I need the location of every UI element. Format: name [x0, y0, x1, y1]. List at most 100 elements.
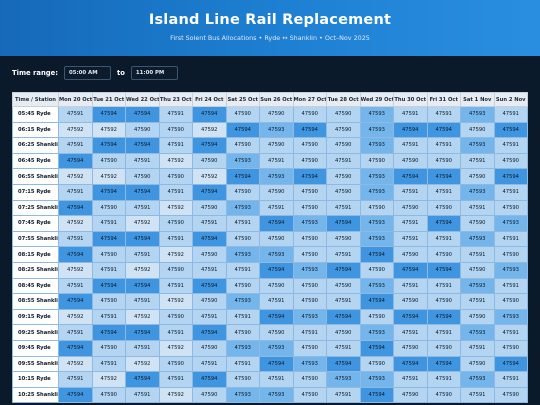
bus-allocation-cell[interactable]: 47590: [192, 386, 227, 404]
bus-allocation-cell[interactable]: 47592: [192, 121, 227, 139]
bus-allocation-cell[interactable]: 47591: [192, 308, 227, 326]
bus-allocation-cell[interactable]: 47591: [225, 215, 260, 232]
bus-allocation-cell[interactable]: 47594: [91, 277, 126, 295]
bus-allocation-cell[interactable]: 47591: [125, 152, 160, 170]
bus-allocation-cell[interactable]: 47590: [493, 293, 528, 310]
bus-allocation-cell[interactable]: 47590: [125, 121, 160, 139]
bus-allocation-cell[interactable]: 47590: [225, 137, 260, 154]
bus-allocation-cell[interactable]: 47590: [393, 246, 428, 263]
bus-allocation-cell[interactable]: 47594: [359, 339, 394, 357]
bus-allocation-cell[interactable]: 47590: [493, 246, 528, 263]
bus-allocation-cell[interactable]: 47594: [359, 246, 394, 263]
bus-allocation-cell[interactable]: 47590: [91, 246, 126, 263]
bus-allocation-cell[interactable]: 47591: [192, 355, 227, 373]
bus-allocation-cell[interactable]: 47590: [91, 293, 126, 310]
bus-allocation-cell[interactable]: 47592: [58, 308, 93, 326]
bus-allocation-cell[interactable]: 47590: [259, 183, 294, 201]
bus-allocation-cell[interactable]: 47591: [58, 137, 93, 154]
bus-allocation-cell[interactable]: 47594: [426, 355, 461, 373]
bus-allocation-cell[interactable]: 47591: [58, 183, 93, 201]
bus-allocation-cell[interactable]: 47591: [225, 355, 260, 373]
bus-allocation-cell[interactable]: 47594: [259, 261, 294, 279]
bus-allocation-cell[interactable]: 47590: [91, 199, 126, 217]
bus-allocation-cell[interactable]: 47594: [58, 339, 93, 357]
bus-allocation-cell[interactable]: 47591: [393, 183, 428, 201]
bus-allocation-cell[interactable]: 47593: [225, 152, 260, 170]
bus-allocation-cell[interactable]: 47590: [225, 183, 260, 201]
bus-allocation-cell[interactable]: 47590: [326, 230, 361, 248]
bus-allocation-cell[interactable]: 47593: [460, 371, 495, 388]
bus-allocation-cell[interactable]: 47590: [225, 371, 260, 388]
bus-allocation-cell[interactable]: 47590: [225, 277, 260, 295]
bus-allocation-cell[interactable]: 47594: [125, 183, 160, 201]
bus-allocation-cell[interactable]: 47594: [91, 183, 126, 201]
bus-allocation-cell[interactable]: 47590: [460, 215, 495, 232]
bus-allocation-cell[interactable]: 47594: [125, 137, 160, 154]
bus-allocation-cell[interactable]: 47590: [426, 246, 461, 263]
bus-allocation-cell[interactable]: 47594: [125, 230, 160, 248]
bus-allocation-cell[interactable]: 47591: [225, 308, 260, 326]
bus-allocation-cell[interactable]: 47591: [158, 183, 193, 201]
bus-allocation-cell[interactable]: 47594: [192, 324, 227, 341]
bus-allocation-cell[interactable]: 47590: [393, 386, 428, 404]
bus-allocation-cell[interactable]: 47594: [393, 355, 428, 373]
bus-allocation-cell[interactable]: 47594: [259, 215, 294, 232]
bus-allocation-cell[interactable]: 47592: [91, 371, 126, 388]
bus-allocation-cell[interactable]: 47591: [393, 371, 428, 388]
bus-allocation-cell[interactable]: 47592: [91, 168, 126, 185]
bus-allocation-cell[interactable]: 47591: [125, 339, 160, 357]
bus-allocation-cell[interactable]: 47590: [359, 308, 394, 326]
bus-allocation-cell[interactable]: 47591: [493, 137, 528, 154]
bus-allocation-cell[interactable]: 47593: [359, 183, 394, 201]
bus-allocation-cell[interactable]: 47591: [91, 215, 126, 232]
bus-allocation-cell[interactable]: 47590: [225, 324, 260, 341]
bus-allocation-cell[interactable]: 47592: [192, 168, 227, 185]
bus-allocation-cell[interactable]: 47594: [192, 230, 227, 248]
bus-allocation-cell[interactable]: 47592: [125, 261, 160, 279]
bus-allocation-cell[interactable]: 47593: [359, 277, 394, 295]
time-from-input[interactable]: 05:00 AM: [64, 65, 111, 80]
bus-allocation-cell[interactable]: 47591: [326, 339, 361, 357]
bus-allocation-cell[interactable]: 47594: [393, 308, 428, 326]
bus-allocation-cell[interactable]: 47592: [125, 308, 160, 326]
bus-allocation-cell[interactable]: 47590: [326, 168, 361, 185]
bus-allocation-cell[interactable]: 47594: [91, 324, 126, 341]
bus-allocation-cell[interactable]: 47594: [58, 386, 93, 404]
bus-allocation-cell[interactable]: 47592: [158, 199, 193, 217]
bus-allocation-cell[interactable]: 47594: [192, 137, 227, 154]
bus-allocation-cell[interactable]: 47591: [259, 152, 294, 170]
bus-allocation-cell[interactable]: 47591: [158, 277, 193, 295]
bus-allocation-cell[interactable]: 47593: [292, 355, 327, 373]
bus-allocation-cell[interactable]: 47591: [426, 106, 461, 123]
bus-allocation-cell[interactable]: 47591: [58, 371, 93, 388]
bus-allocation-cell[interactable]: 47591: [493, 371, 528, 388]
bus-allocation-cell[interactable]: 47594: [326, 308, 361, 326]
bus-allocation-cell[interactable]: 47591: [125, 386, 160, 404]
bus-allocation-cell[interactable]: 47590: [493, 339, 528, 357]
bus-allocation-cell[interactable]: 47591: [91, 261, 126, 279]
bus-allocation-cell[interactable]: 47594: [192, 371, 227, 388]
bus-allocation-cell[interactable]: 47591: [192, 215, 227, 232]
bus-allocation-cell[interactable]: 47594: [125, 277, 160, 295]
bus-allocation-cell[interactable]: 47594: [426, 168, 461, 185]
bus-allocation-cell[interactable]: 47590: [359, 199, 394, 217]
bus-allocation-cell[interactable]: 47592: [158, 339, 193, 357]
bus-allocation-cell[interactable]: 47594: [426, 261, 461, 279]
bus-allocation-cell[interactable]: 47591: [91, 355, 126, 373]
bus-allocation-cell[interactable]: 47590: [158, 121, 193, 139]
bus-allocation-cell[interactable]: 47593: [460, 106, 495, 123]
bus-allocation-cell[interactable]: 47591: [125, 246, 160, 263]
bus-allocation-cell[interactable]: 47593: [292, 215, 327, 232]
bus-allocation-cell[interactable]: 47590: [259, 277, 294, 295]
bus-allocation-cell[interactable]: 47594: [359, 386, 394, 404]
bus-allocation-cell[interactable]: 47591: [426, 324, 461, 341]
bus-allocation-cell[interactable]: 47593: [326, 371, 361, 388]
bus-allocation-cell[interactable]: 47590: [259, 324, 294, 341]
bus-allocation-cell[interactable]: 47591: [158, 137, 193, 154]
bus-allocation-cell[interactable]: 47593: [225, 293, 260, 310]
bus-allocation-cell[interactable]: 47591: [158, 324, 193, 341]
bus-allocation-cell[interactable]: 47591: [326, 293, 361, 310]
bus-allocation-cell[interactable]: 47591: [460, 339, 495, 357]
bus-allocation-cell[interactable]: 47592: [158, 246, 193, 263]
bus-allocation-cell[interactable]: 47590: [158, 355, 193, 373]
